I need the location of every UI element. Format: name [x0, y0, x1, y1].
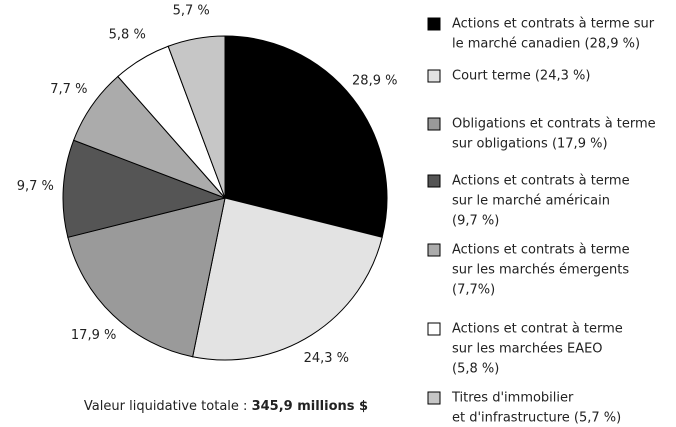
legend-swatch: [427, 117, 441, 131]
pie-slice: [167, 35, 226, 199]
legend-label: sur les marchés émergents: [452, 263, 629, 278]
data-label: 7,7 %: [50, 82, 87, 97]
pie-slice: [192, 197, 383, 361]
legend-label: sur les marchées EAEO: [452, 342, 603, 357]
legend-label: Obligations et contrats à terme: [452, 117, 656, 132]
legend-swatch: [427, 69, 441, 83]
legend-swatch: [427, 391, 441, 405]
data-label: 28,9 %: [352, 74, 397, 89]
legend-label: et d'infrastructure (5,7 %): [452, 411, 621, 426]
legend-label: sur le marché américain: [452, 194, 610, 209]
caption-text: Valeur liquidative totale :: [84, 399, 248, 414]
legend-label: le marché canadien (28,9 %): [452, 37, 640, 52]
legend-label: (9,7 %): [452, 214, 499, 229]
legend-label: sur obligations (17,9 %): [452, 137, 608, 152]
legend-label: Actions et contrats à terme: [452, 174, 630, 189]
caption-value: 345,9 millions $: [252, 399, 369, 414]
legend-label: Court terme (24,3 %): [452, 69, 590, 84]
data-label: 5,8 %: [109, 28, 146, 43]
pie-slice: [62, 139, 227, 238]
legend-swatch: [427, 17, 441, 31]
legend-swatch: [427, 322, 441, 336]
legend-label: Actions et contrats à terme sur: [452, 17, 655, 32]
pie-slice: [224, 35, 388, 238]
legend-label: Titres d'immobilier: [451, 391, 574, 406]
caption: Valeur liquidative totale : 345,9 millio…: [84, 399, 368, 414]
data-label: 24,3 %: [304, 351, 349, 366]
legend-swatch: [427, 243, 441, 257]
legend-swatch: [427, 174, 441, 188]
legend-label: Actions et contrat à terme: [452, 322, 623, 337]
legend-label: (5,8 %): [452, 362, 499, 377]
legend-label: Actions et contrats à terme: [452, 243, 630, 258]
pie-slice: [67, 197, 226, 358]
data-label: 9,7 %: [17, 179, 54, 194]
legend-label: (7,7%): [452, 283, 495, 298]
data-label: 5,7 %: [173, 4, 210, 19]
data-label: 17,9 %: [71, 328, 116, 343]
